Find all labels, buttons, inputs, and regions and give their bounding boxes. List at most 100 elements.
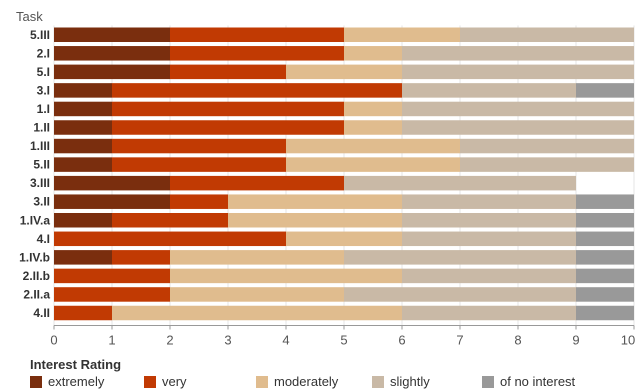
category-label: 5.II [33,158,50,172]
category-label: 4.I [37,232,50,246]
bar-segment [170,27,344,42]
bar-segment [54,157,112,172]
bar-segment [54,213,112,228]
legend-swatch [144,376,156,388]
legend-item: slightly [372,374,430,390]
bar-segment [402,231,576,247]
category-labels: 5.III 2.I 5.I 3.I 1.I 1.II 1.III 5.II 3.III 3.II 1… [19,28,50,320]
category-label: 4.II [33,306,50,320]
legend: Interest Rating extremely very moderately s… [30,357,630,391]
bar-segment [402,101,634,117]
bar-segment [54,231,286,247]
bar-segment [576,305,634,321]
category-label: 2.II.a [23,287,50,301]
category-label: 1.IV.b [19,250,50,264]
bar-segment [402,305,576,321]
bar-segment [54,175,170,191]
bar-segment [170,46,344,61]
bar-segment [576,250,634,265]
category-label: 3.I [37,83,50,97]
x-tick-label: 4 [282,333,289,348]
category-label: 1.I [37,102,50,116]
category-label: 3.II [33,195,50,209]
bar-segment [112,120,344,135]
legend-swatch [256,376,268,388]
bar-segment [576,231,634,247]
x-axis-ticks: 0 1 2 3 4 5 6 7 8 9 10 [50,325,635,348]
bar-segment [286,231,402,247]
legend-label: extremely [48,374,105,389]
bar-segment [54,46,170,61]
x-tick-label: 10 [621,333,635,348]
bar-segment [54,250,112,265]
bar-segment [576,83,634,98]
bar-segment [54,194,170,209]
bar-segment [54,120,112,135]
bar-segment [228,213,402,228]
bar-segment [344,27,460,42]
legend-label: moderately [274,374,339,389]
category-label: 5.I [37,65,50,79]
bar-segment [54,305,112,321]
bar-segment [54,83,112,98]
x-tick-label: 6 [398,333,405,348]
legend-item: moderately [256,374,338,390]
bar-segment [112,138,286,154]
bar-segment [112,250,170,265]
category-label: 1.IV.a [20,213,51,227]
bar-segment [286,138,460,154]
bar-segment [576,287,634,302]
bar-segment [402,46,634,61]
bar-segment [228,194,402,209]
x-tick-label: 3 [224,333,231,348]
legend-swatch [30,376,42,388]
category-label: 1.III [30,139,50,153]
bar-segment [170,194,228,209]
bar-segment [170,250,344,265]
bar-segment [170,175,344,191]
bar-segment [460,27,634,42]
category-label: 5.III [30,28,50,42]
x-tick-label: 5 [340,333,347,348]
bar-segment [54,268,170,284]
bar-segment [170,268,402,284]
bar-segment [286,64,402,80]
bar-segment [344,46,402,61]
bar-segment [54,287,170,302]
legend-swatch [372,376,384,388]
bar-segment [112,305,402,321]
bar-segment [112,83,402,98]
legend-item: extremely [30,374,104,390]
bar-segment [344,101,402,117]
legend-item: very [144,374,187,390]
legend-label: slightly [390,374,430,389]
legend-swatch [482,376,494,388]
bar-segment [576,194,634,209]
bar-segment [54,27,170,42]
stacked-bar-chart: Task 5.III 2.I 5.I 3.I 1.I 1.II 1.III 5.II 3.III… [16,9,635,348]
bar-segment [112,157,286,172]
bar-segment [170,287,344,302]
legend-label: of no interest [500,374,576,389]
bar-segment [286,157,460,172]
category-label: 2.I [37,46,50,60]
x-tick-label: 8 [514,333,521,348]
bar-segment [344,120,402,135]
bar-segment [402,194,576,209]
bar-segment [576,268,634,284]
row-header: Task [16,9,43,24]
bar-segment [170,64,286,80]
bar-segment [54,101,112,117]
legend-title: Interest Rating [30,357,122,372]
bar-segment [54,64,170,80]
bar-segment [112,101,344,117]
x-tick-label: 7 [456,333,463,348]
bars-group [54,27,634,321]
bar-segment [344,250,576,265]
bar-segment [112,213,228,228]
bar-segment [344,175,576,191]
bar-segment [402,268,576,284]
bar-segment [402,120,634,135]
bar-segment [460,138,634,154]
bar-segment [460,157,634,172]
